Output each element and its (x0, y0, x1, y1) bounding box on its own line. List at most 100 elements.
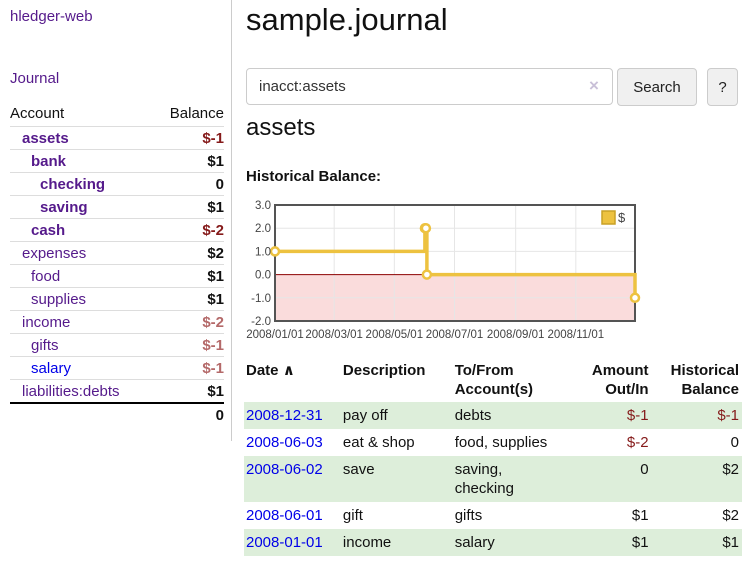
register-header-row: Date ∧ Description To/From Account(s) Am… (244, 358, 742, 402)
transaction-row: 2008-12-31 pay off debts $-1 $-1 (244, 402, 742, 429)
transaction-balance: $-1 (717, 407, 739, 424)
svg-text:2008/11/01: 2008/11/01 (547, 329, 604, 341)
chart-title: Historical Balance: (246, 168, 382, 185)
transaction-row: 2008-06-03 eat & shop food, supplies $-2… (244, 429, 742, 456)
svg-text:2008/01/01: 2008/01/01 (246, 329, 304, 341)
svg-text:1.0: 1.0 (255, 246, 271, 258)
account-balance: $-1 (153, 356, 224, 380)
accounts-total: 0 (153, 402, 224, 426)
transaction-date-link[interactable]: 2008-06-01 (246, 507, 323, 524)
brand-link[interactable]: hledger-web (10, 8, 93, 25)
column-header-amount: Amount Out/In (591, 362, 649, 398)
transaction-balance: $2 (722, 461, 739, 478)
account-link-income[interactable]: income (22, 314, 71, 331)
clear-search-icon[interactable]: × (589, 76, 599, 95)
transaction-balance: $2 (722, 507, 739, 524)
account-link-assets[interactable]: assets (22, 130, 69, 147)
accounts-header-balance: Balance (153, 102, 224, 127)
account-link-gifts[interactable]: gifts (31, 337, 59, 354)
account-row: expenses $2 (10, 241, 224, 265)
account-balance: $1 (153, 379, 224, 403)
account-balance: $1 (153, 264, 224, 288)
transaction-date-link[interactable]: 2008-01-01 (246, 534, 323, 551)
account-row: cash $-2 (10, 218, 224, 242)
transaction-accounts: gifts (454, 507, 483, 524)
page-title: sample.journal (246, 2, 448, 37)
transaction-accounts: food, supplies (454, 434, 548, 451)
transaction-amount: $-2 (626, 434, 649, 451)
svg-text:0.0: 0.0 (255, 270, 271, 282)
transaction-date-link[interactable]: 2008-12-31 (246, 407, 323, 424)
account-link-food[interactable]: food (31, 268, 61, 285)
svg-text:2008/07/01: 2008/07/01 (426, 329, 484, 341)
svg-text:2008/05/01: 2008/05/01 (366, 329, 424, 341)
account-row: salary $-1 (10, 356, 224, 380)
account-balance: 0 (153, 172, 224, 196)
account-balance: $1 (153, 287, 224, 311)
account-balance: $-2 (153, 218, 224, 242)
account-link-liabilities-debts[interactable]: liabilities:debts (22, 383, 120, 400)
transaction-description: pay off (342, 407, 388, 424)
sidebar: hledger-web Journal Account Balance asse… (0, 0, 232, 441)
search-input[interactable] (246, 68, 613, 105)
accounts-table: Account Balance assets $-1 bank $1 check… (10, 102, 224, 426)
transaction-description: income (342, 534, 392, 551)
account-row: income $-2 (10, 310, 224, 334)
sidebar-item-journal[interactable]: Journal (10, 70, 60, 87)
transaction-balance: $1 (722, 534, 739, 551)
account-balance: $-2 (153, 310, 224, 334)
transaction-accounts: salary (454, 534, 495, 551)
main-content: sample.journal × Search ? assets Histori… (244, 0, 742, 582)
svg-text:-2.0: -2.0 (251, 316, 271, 328)
svg-text:2008/09/01: 2008/09/01 (487, 329, 545, 341)
column-header-description: Description (342, 362, 426, 379)
help-button[interactable]: ? (707, 68, 738, 106)
svg-text:3.0: 3.0 (255, 200, 271, 212)
register-table: Date ∧ Description To/From Account(s) Am… (244, 358, 742, 556)
svg-text:-1.0: -1.0 (251, 293, 271, 305)
column-header-tofrom: To/From Account(s) (454, 362, 534, 398)
transaction-amount: $-1 (626, 407, 649, 424)
column-header-date[interactable]: Date ∧ (246, 362, 295, 379)
svg-text:$: $ (618, 210, 626, 225)
account-link-saving[interactable]: saving (40, 199, 88, 216)
account-heading: assets (246, 114, 316, 141)
account-link-supplies[interactable]: supplies (31, 291, 87, 308)
account-row: bank $1 (10, 149, 224, 173)
account-balance: $1 (153, 195, 224, 219)
transaction-row: 2008-06-02 save saving, checking 0 $2 (244, 456, 742, 502)
sort-ascending-icon: ∧ (282, 362, 295, 379)
transaction-amount: 0 (640, 461, 649, 478)
svg-text:2008/03/01: 2008/03/01 (305, 329, 363, 341)
account-balance: $2 (153, 241, 224, 265)
account-row: food $1 (10, 264, 224, 288)
transaction-accounts: saving, checking (454, 461, 514, 497)
transaction-amount: $1 (631, 507, 649, 524)
account-link-expenses[interactable]: expenses (22, 245, 87, 262)
account-balance: $1 (153, 149, 224, 173)
transaction-balance: 0 (730, 434, 739, 451)
account-link-salary[interactable]: salary (31, 360, 72, 377)
transaction-row: 2008-01-01 income salary $1 $1 (244, 529, 742, 556)
transaction-date-link[interactable]: 2008-06-02 (246, 461, 323, 478)
transaction-description: eat & shop (342, 434, 415, 451)
account-link-bank[interactable]: bank (31, 153, 67, 170)
account-row: gifts $-1 (10, 333, 224, 357)
transaction-description: save (342, 461, 375, 478)
transaction-date-link[interactable]: 2008-06-03 (246, 434, 323, 451)
transaction-amount: $1 (631, 534, 649, 551)
account-balance: $-1 (202, 130, 224, 147)
accounts-header-account: Account (10, 102, 154, 127)
account-row: supplies $1 (10, 287, 224, 311)
account-row: saving $1 (10, 195, 224, 219)
transaction-accounts: debts (454, 407, 492, 424)
account-balance: $-1 (153, 333, 224, 357)
account-link-checking[interactable]: checking (40, 176, 106, 193)
transaction-row: 2008-06-01 gift gifts $1 $2 (244, 502, 742, 529)
accounts-total-row: 0 (10, 402, 224, 426)
transaction-description: gift (342, 507, 363, 524)
search-button[interactable]: Search (617, 68, 697, 106)
account-link-cash[interactable]: cash (31, 222, 66, 239)
column-header-balance: Historical Balance (670, 362, 739, 398)
